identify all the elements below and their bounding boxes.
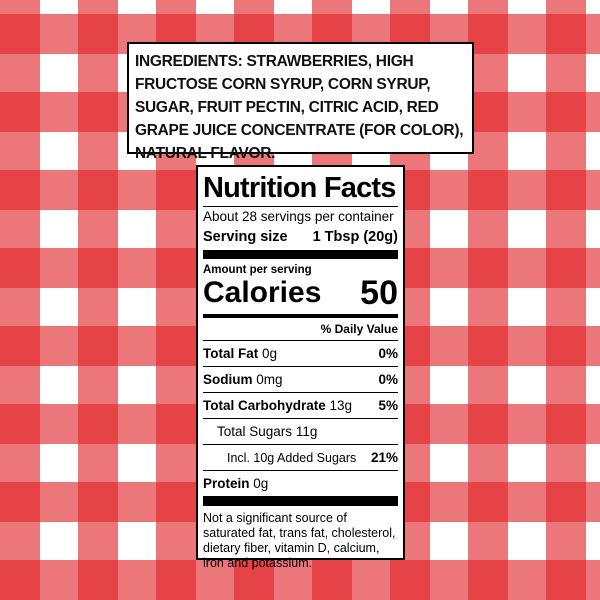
nutrient-row: Total Carbohydrate 13g 5% (203, 392, 398, 418)
nutrient-row: Protein 0g (203, 470, 398, 496)
serving-size-row: Serving size 1 Tbsp (20g) (203, 227, 398, 259)
nutrient-dv: 5% (378, 398, 398, 413)
nutrient-dv: 21% (370, 450, 398, 465)
nutrient-name: Total Fat (203, 346, 259, 361)
nutrition-title: Nutrition Facts (203, 170, 398, 207)
serving-size: 1 Tbsp (20g) (312, 229, 398, 245)
nutrient-dv: 0% (378, 346, 398, 361)
nutrient-name: Protein (203, 476, 250, 491)
serving-size-label: Serving size (203, 229, 288, 245)
nutrient-name: Total Sugars (217, 424, 293, 439)
ingredients-label: INGREDIENTS: (135, 53, 243, 70)
nutrient-amount: 0mg (256, 372, 283, 387)
nutrient-row: Incl. 10g Added Sugars 21% (203, 444, 398, 470)
footnote: Not a significant source of saturated fa… (203, 511, 396, 570)
calories-label: Calories (203, 276, 322, 309)
ingredients-text: STRAWBERRIES, HIGH FRUCTOSE CORN SYRUP, … (135, 53, 464, 162)
nutrient-dv: 0% (378, 372, 398, 387)
nutrition-panel: Nutrition Facts About 28 servings per co… (196, 165, 405, 570)
ingredients-box: INGREDIENTS: STRAWBERRIES, HIGH FRUCTOSE… (127, 42, 474, 162)
nutrient-name: Incl. 10g Added Sugars (227, 451, 357, 465)
nutrient-amount: 13g (329, 398, 353, 413)
nutrient-name: Total Carbohydrate (203, 398, 326, 413)
nutrient-rows: Total Fat 0g 0% Sodium 0mg 0% Total Carbohyd… (203, 340, 398, 496)
nutrient-amount: 11g (295, 424, 318, 439)
nutrient: Sodium 0mg (203, 367, 283, 392)
calories-row: Calories 50 (203, 274, 398, 318)
nutrient-row: Total Fat 0g 0% (203, 340, 398, 366)
dv-header: % Daily Value (320, 322, 398, 336)
nutrient-row: Sodium 0mg 0% (203, 366, 398, 392)
nutrient-amount: 0g (253, 476, 269, 491)
nutrient-name: Sodium (203, 372, 253, 387)
nutrient: Protein 0g (203, 471, 268, 496)
nutrient: Total Sugars 11g (203, 419, 317, 444)
calories-value: 50 (360, 274, 398, 312)
nutrient-row: Total Sugars 11g (203, 418, 398, 444)
amount-per-serving: Amount per serving (203, 264, 312, 276)
nutrient: Total Fat 0g (203, 341, 277, 366)
nutrient: Incl. 10g Added Sugars (203, 445, 356, 470)
servings: About 28 servings per container (203, 209, 394, 224)
nutrient: Total Carbohydrate 13g (203, 393, 352, 418)
divider (203, 496, 398, 506)
nutrient-amount: 0g (262, 346, 278, 361)
